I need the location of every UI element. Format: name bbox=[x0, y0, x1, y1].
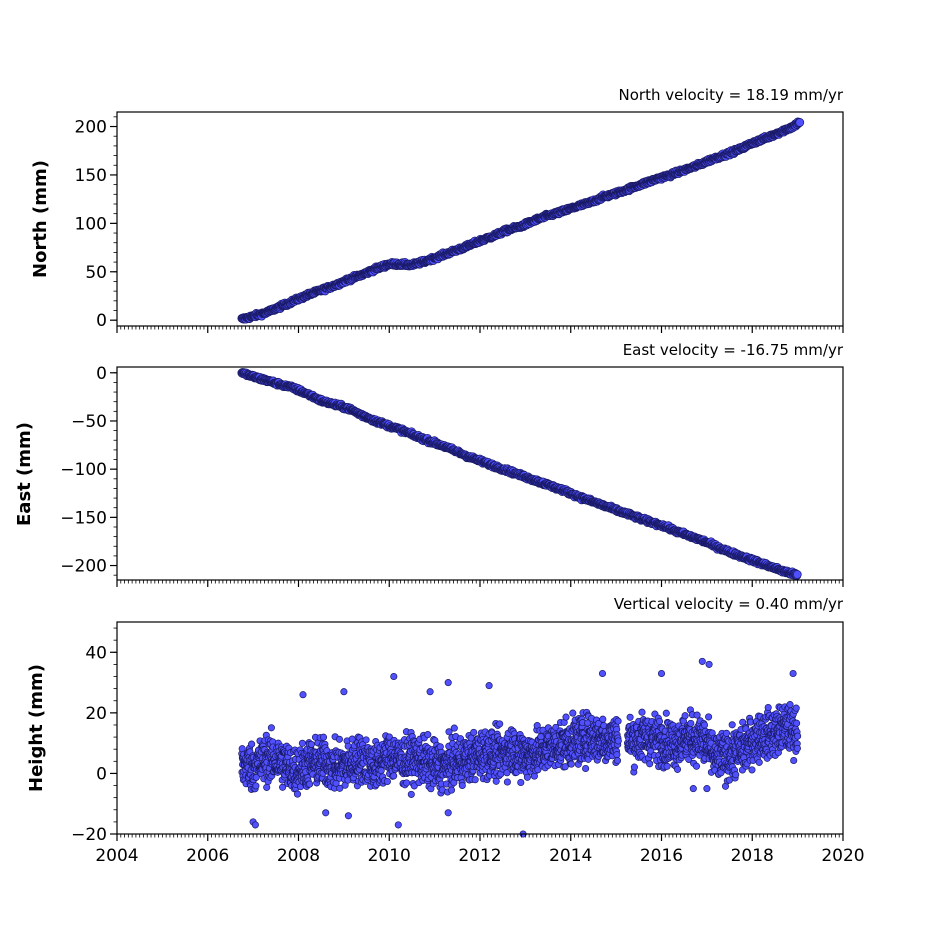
east-panel: East velocity = -16.75 mm/yr East (mm) 0… bbox=[14, 341, 844, 587]
data-point bbox=[252, 782, 260, 790]
data-point bbox=[407, 790, 415, 798]
data-points bbox=[237, 368, 802, 580]
data-point bbox=[319, 733, 328, 741]
y-tick-label: 150 bbox=[75, 166, 107, 186]
east-panel-title: East velocity = -16.75 mm/yr bbox=[623, 341, 844, 359]
data-point bbox=[693, 711, 701, 719]
data-point bbox=[424, 731, 432, 739]
data-point bbox=[613, 757, 622, 765]
data-point bbox=[267, 724, 275, 732]
data-point bbox=[663, 762, 671, 770]
data-point bbox=[503, 778, 511, 786]
data-points bbox=[238, 657, 802, 838]
data-point bbox=[614, 717, 622, 725]
data-point bbox=[298, 739, 306, 747]
north-plot-area: 0 50 100 150 200 bbox=[75, 111, 844, 333]
data-point bbox=[335, 735, 343, 743]
north-y-axis-label: North (mm) bbox=[30, 160, 51, 278]
east-y-axis-label: East (mm) bbox=[14, 422, 35, 526]
data-point bbox=[795, 118, 805, 127]
data-point bbox=[307, 740, 315, 748]
y-tick-label: 200 bbox=[75, 118, 107, 138]
height-y-axis-label: Height (mm) bbox=[26, 664, 47, 792]
height-plot-area: 2004 2006 2008 2010 2012 2014 2016 2018 2020−200… bbox=[71, 621, 865, 866]
data-point bbox=[496, 720, 504, 728]
data-points bbox=[237, 117, 805, 324]
data-point bbox=[626, 713, 634, 721]
data-point bbox=[599, 715, 607, 723]
y-tick-label: 100 bbox=[75, 214, 107, 234]
y-tick-label: −50 bbox=[71, 412, 107, 432]
data-point bbox=[655, 717, 664, 725]
data-point bbox=[567, 760, 575, 768]
data-point bbox=[263, 783, 271, 791]
x-axis bbox=[116, 580, 844, 587]
data-point bbox=[248, 740, 256, 748]
data-point bbox=[377, 766, 385, 775]
data-point bbox=[403, 779, 411, 787]
y-axis: 0 50 100 150 200 bbox=[75, 116, 117, 331]
y-tick-label: −100 bbox=[60, 460, 107, 480]
data-point bbox=[562, 713, 570, 721]
data-point bbox=[687, 719, 695, 727]
y-axis: 0 −50 −100 −150 −200 bbox=[60, 364, 117, 577]
data-point bbox=[614, 737, 622, 745]
data-point bbox=[383, 777, 391, 786]
y-tick-label: −150 bbox=[60, 508, 107, 528]
data-point bbox=[705, 713, 713, 721]
data-point bbox=[470, 728, 478, 736]
data-point bbox=[673, 765, 682, 773]
y-tick-label: 0 bbox=[96, 364, 107, 384]
data-point bbox=[523, 773, 531, 781]
data-point bbox=[662, 709, 670, 717]
data-point bbox=[306, 780, 314, 788]
data-point bbox=[390, 772, 398, 780]
data-point bbox=[362, 736, 370, 744]
data-point bbox=[293, 790, 302, 798]
height-panel-title: Vertical velocity = 0.40 mm/yr bbox=[614, 595, 844, 613]
data-point bbox=[630, 763, 638, 771]
data-point bbox=[792, 570, 802, 579]
data-point bbox=[638, 708, 646, 716]
data-point bbox=[681, 712, 689, 720]
y-tick-label: −200 bbox=[60, 557, 107, 577]
data-point bbox=[700, 721, 709, 729]
x-axis bbox=[116, 326, 844, 333]
data-point bbox=[692, 762, 701, 770]
data-point bbox=[450, 724, 458, 732]
data-point bbox=[471, 776, 479, 784]
y-tick-label: 0 bbox=[96, 311, 107, 331]
height-panel: Vertical velocity = 0.40 mm/yr Height (m… bbox=[26, 595, 865, 866]
data-point bbox=[458, 781, 466, 790]
data-point bbox=[582, 764, 590, 773]
data-point bbox=[569, 709, 577, 717]
north-panel: North velocity = 18.19 mm/yr North (mm) … bbox=[30, 86, 844, 333]
north-panel-title: North velocity = 18.19 mm/yr bbox=[619, 86, 844, 104]
data-point bbox=[646, 760, 654, 768]
plot-frame bbox=[116, 111, 844, 327]
data-point bbox=[447, 786, 456, 794]
y-tick-label: 50 bbox=[85, 263, 107, 283]
east-plot-area: 0 −50 −100 −150 −200 bbox=[60, 364, 844, 587]
data-point bbox=[613, 751, 621, 759]
